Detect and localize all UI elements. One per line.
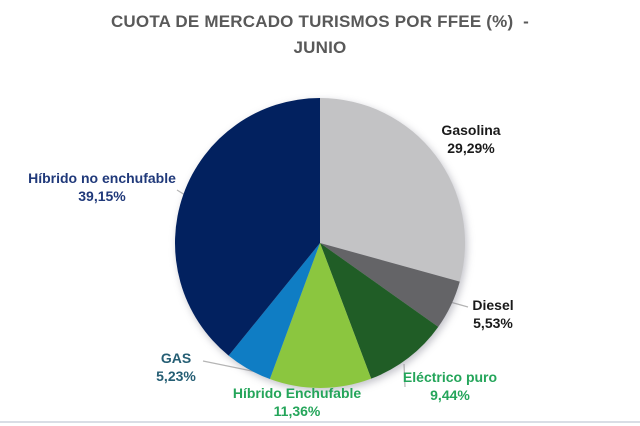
leader-line-electrico-puro [403,363,406,388]
pie-label-electrico-puro: Eléctrico puro 9,44% [403,368,497,404]
bottom-divider [0,421,640,423]
pie-label-name: Híbrido Enchufable [232,385,362,401]
chart-title-line1: CUOTA DE MERCADO TURISMOS POR FFEE (%) - [110,12,530,31]
pie-slice-gasolina[interactable] [320,98,465,282]
pie-label-value: 5,23% [156,368,196,384]
pie-label-value: 5,53% [473,315,513,331]
pie-label-name: Híbrido no enchufable [28,170,176,186]
pie-slice-gas[interactable] [228,243,320,380]
pie-slice-hibrido-enchufable[interactable] [269,243,372,388]
pie-label-diesel: Diesel 5,53% [472,296,513,332]
pie-label-hibrido-no-enchufable: Híbrido no enchufable 39,15% [28,169,176,205]
pie-label-value: 29,29% [447,140,495,156]
pie-slices [175,98,465,388]
pie-slice-hibrido-no-enchufable[interactable] [175,98,320,356]
pie-label-value: 11,36% [273,403,321,419]
pie-label-hibrido-enchufable: Híbrido Enchufable 11,36% [233,384,361,420]
pie-label-name: Gasolina [441,122,501,138]
pie-label-value: 9,44% [430,387,470,403]
chart-title-line2: JUNIO [293,38,347,57]
pie-slice-diesel[interactable] [320,243,460,327]
pie-label-name: Diesel [472,297,514,313]
pie-label-value: 39,15% [78,188,126,204]
leader-line-gas [202,360,258,373]
pie-slice-electrico-puro[interactable] [320,243,439,379]
chart-title: CUOTA DE MERCADO TURISMOS POR FFEE (%) -… [0,9,640,61]
pie-label-gasolina: Gasolina 29,29% [441,121,500,157]
pie-label-name: Eléctrico puro [402,369,498,385]
pie-label-gas: GAS 5,23% [156,349,196,385]
pie-label-name: GAS [160,350,192,366]
